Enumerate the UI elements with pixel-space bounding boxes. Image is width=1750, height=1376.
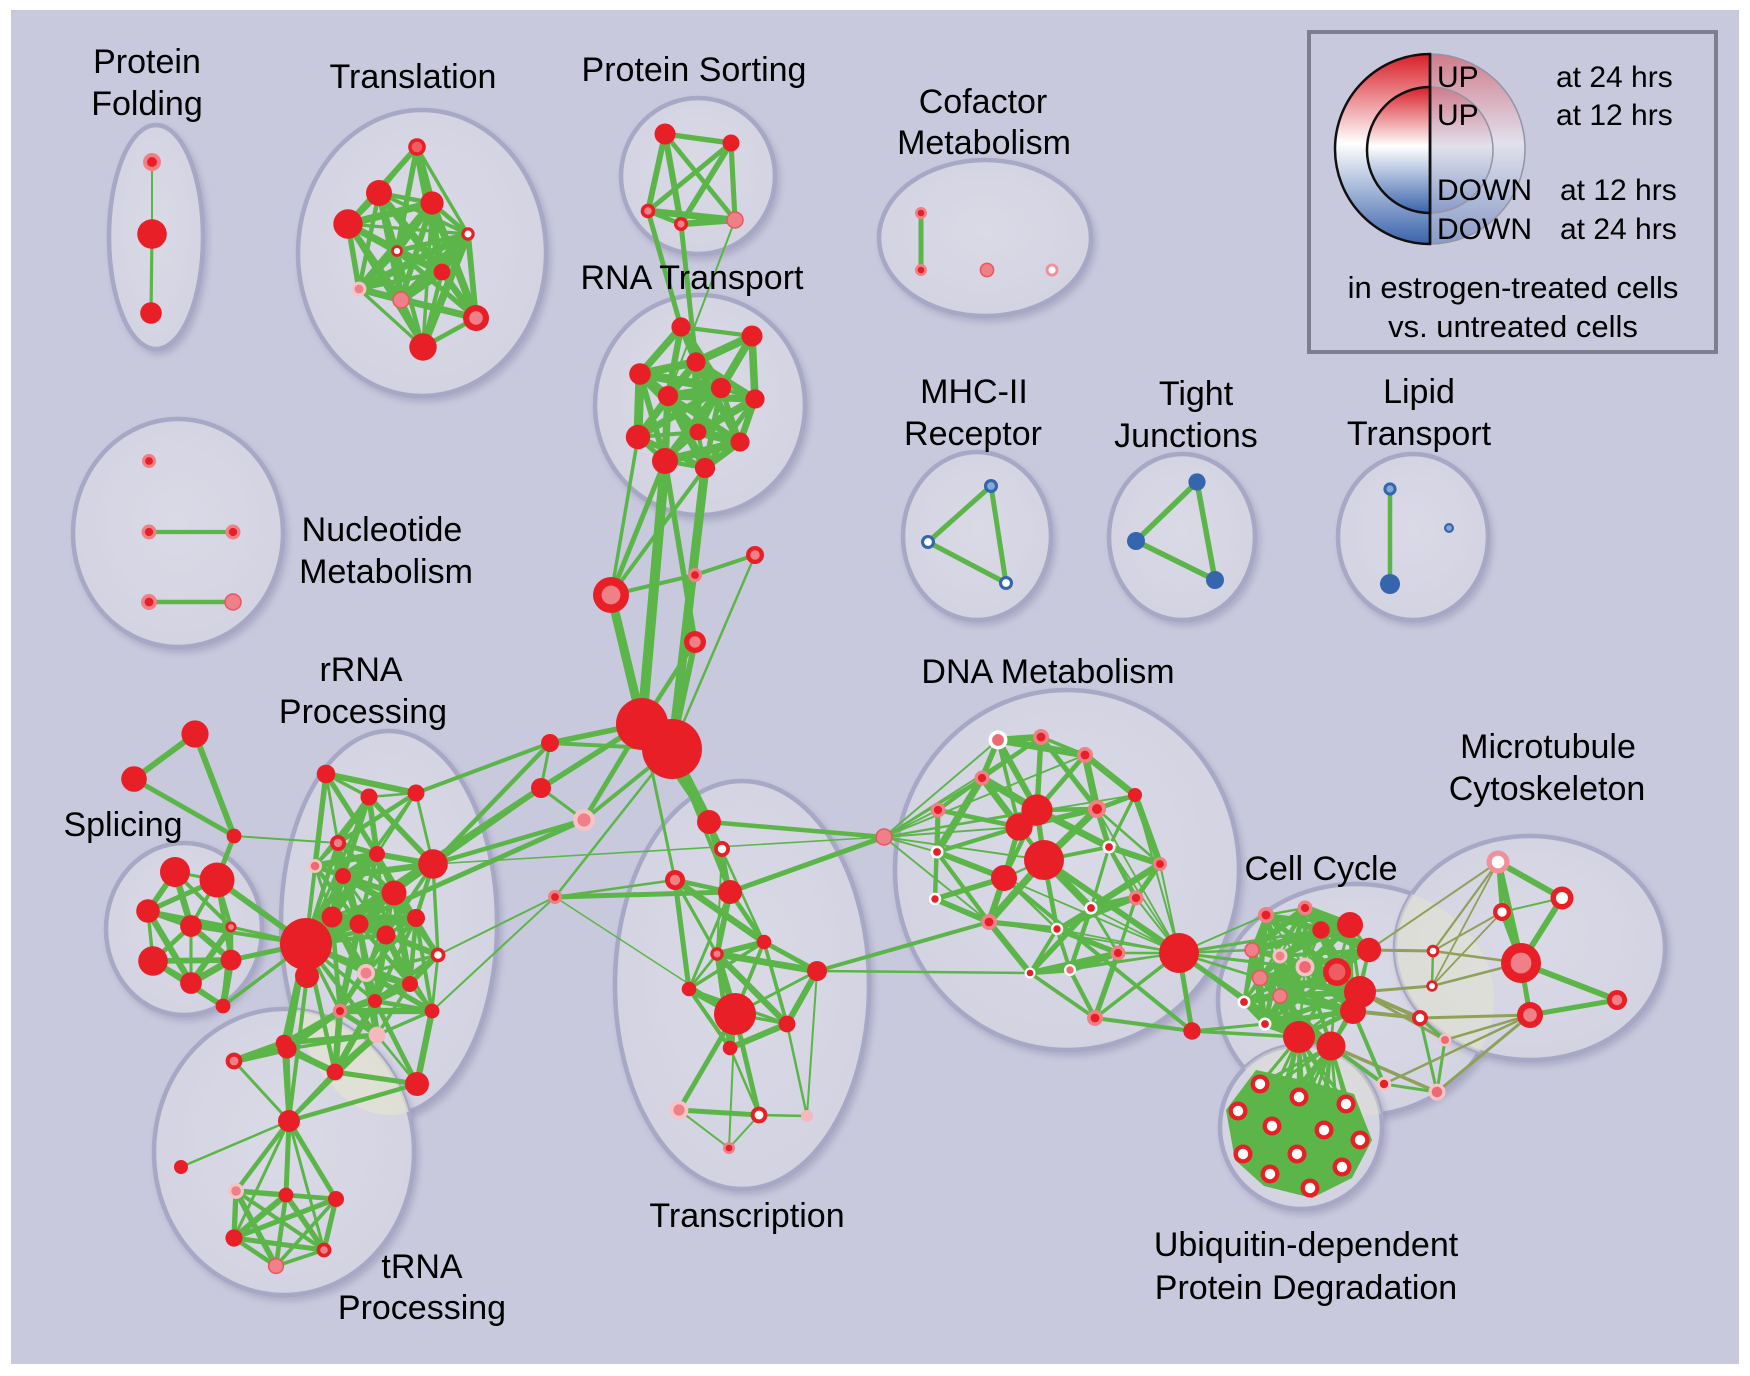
svg-text:Folding: Folding	[91, 85, 203, 123]
svg-text:Ubiquitin-dependent: Ubiquitin-dependent	[1154, 1226, 1459, 1264]
svg-text:RNA Transport: RNA Transport	[581, 259, 805, 297]
svg-text:Cell Cycle: Cell Cycle	[1244, 850, 1397, 888]
svg-text:Processing: Processing	[279, 693, 447, 731]
svg-text:Protein: Protein	[93, 43, 201, 81]
svg-text:at 12 hrs: at 12 hrs	[1556, 99, 1673, 132]
svg-text:Metabolism: Metabolism	[897, 124, 1071, 162]
svg-text:Transport: Transport	[1347, 415, 1492, 453]
svg-text:Processing: Processing	[338, 1289, 506, 1327]
svg-text:Transcription: Transcription	[649, 1197, 844, 1235]
svg-text:Junctions: Junctions	[1114, 417, 1258, 455]
svg-text:Translation: Translation	[330, 58, 497, 96]
svg-text:rRNA: rRNA	[319, 651, 402, 689]
svg-text:Protein Sorting: Protein Sorting	[582, 51, 807, 89]
svg-text:DOWN: DOWN	[1437, 174, 1532, 207]
svg-text:DNA Metabolism: DNA Metabolism	[921, 653, 1174, 691]
svg-text:tRNA: tRNA	[381, 1248, 463, 1286]
svg-text:UP: UP	[1437, 99, 1479, 132]
svg-text:vs. untreated cells: vs. untreated cells	[1388, 309, 1638, 344]
svg-text:UP: UP	[1437, 61, 1479, 94]
svg-text:Cofactor: Cofactor	[919, 83, 1048, 121]
svg-text:at 24 hrs: at 24 hrs	[1560, 213, 1677, 246]
svg-text:Tight: Tight	[1159, 375, 1234, 413]
svg-text:Splicing: Splicing	[63, 806, 182, 844]
svg-text:Microtubule: Microtubule	[1460, 728, 1636, 766]
svg-text:Cytoskeleton: Cytoskeleton	[1449, 770, 1646, 808]
svg-text:Protein Degradation: Protein Degradation	[1155, 1269, 1457, 1307]
svg-text:in estrogen-treated cells: in estrogen-treated cells	[1348, 270, 1679, 305]
svg-text:at 12 hrs: at 12 hrs	[1560, 174, 1677, 207]
svg-text:Metabolism: Metabolism	[299, 553, 473, 591]
svg-text:at 24 hrs: at 24 hrs	[1556, 61, 1673, 94]
svg-text:Receptor: Receptor	[904, 415, 1042, 453]
svg-text:Nucleotide: Nucleotide	[302, 511, 463, 549]
svg-text:MHC-II: MHC-II	[920, 373, 1028, 411]
svg-text:Lipid: Lipid	[1383, 373, 1455, 411]
svg-text:DOWN: DOWN	[1437, 213, 1532, 246]
